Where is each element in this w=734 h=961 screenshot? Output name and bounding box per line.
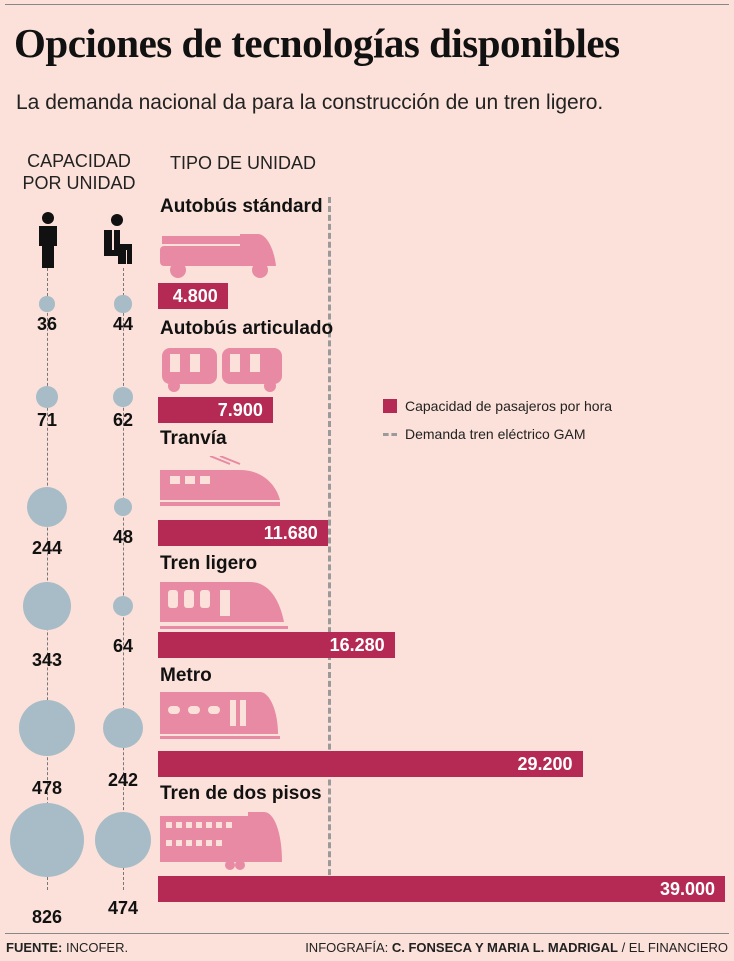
unit-label: Autobús stándard [160,196,323,217]
seated-person-icon [104,214,132,264]
legend-bar-swatch [383,399,397,413]
bar-value-label: 29.200 [517,754,573,774]
unit-label: Metro [160,665,212,686]
seated-capacity-value: 44 [112,314,134,334]
seated-capacity-bubble [112,386,134,408]
standing-guide-line [47,268,48,890]
standing-capacity-value: 478 [31,778,63,799]
seated-capacity-value: 48 [112,526,134,547]
standing-capacity-value: 826 [31,907,63,927]
legend-line-label: Demanda tren eléctrico GAM [405,426,586,442]
unit-label: Tranvía [160,428,227,449]
legend-line: Demanda tren eléctrico GAM [383,426,586,442]
capacity-bar: 16.280 [158,632,395,658]
standing-capacity-value: 36 [36,314,58,334]
unit-label: Tren de dos pisos [160,783,322,804]
tram-icon [160,455,290,521]
capacity-bar: 29.200 [158,751,583,777]
footer-credit: INFOGRAFÍA: C. FONSECA Y MARIA L. MADRIG… [305,940,728,955]
footer-source: FUENTE: INCOFER. [6,940,128,955]
standing-capacity-bubble [39,296,55,312]
unit-label: Tren ligero [160,553,258,574]
seated-capacity-bubble [114,498,132,516]
seated-capacity-value: 64 [112,636,134,657]
seated-capacity-bubble [112,595,134,617]
seated-capacity-value: 62 [112,410,134,430]
page-title: Opciones de tecnologías disponibles [14,20,620,66]
double-decker-train-icon [160,810,290,875]
seated-capacity-bubble [102,707,144,749]
standing-capacity-bubble [10,803,84,877]
top-rule [5,4,729,5]
legend-line-swatch [383,432,397,436]
legend-bar-label: Capacidad de pasajeros por hora [405,398,613,414]
articulated-bus-icon [160,346,290,411]
credit-label: INFOGRAFÍA: [305,940,389,955]
bar-value-label: 11.680 [263,523,318,543]
standing-capacity-value: 71 [36,410,58,430]
type-header: TIPO DE UNIDAD [170,153,317,173]
capacity-header: CAPACIDAD POR UNIDAD [22,151,136,193]
unit-label: Autobús articulado [160,318,334,339]
metro-icon [160,690,290,755]
seated-capacity-value: 242 [107,770,139,791]
seated-capacity-bubble [114,295,132,313]
standing-capacity-value: 343 [31,649,63,670]
seated-capacity-value: 474 [107,898,139,919]
source-text: INCOFER. [65,940,129,955]
bar-value-label: 16.280 [329,635,385,655]
capacity-bar: 4.800 [158,283,228,309]
light-rail-icon [160,580,290,645]
seated-capacity-bubble [94,811,152,869]
demand-line [328,197,332,902]
credit-outlet: / EL FINANCIERO [621,940,728,955]
bar-value-label: 39.000 [659,879,715,899]
standing-person-icon [39,212,57,268]
standing-capacity-bubble [36,386,58,408]
standing-capacity-bubble [23,582,71,630]
legend-bar: Capacidad de pasajeros por hora [383,398,612,414]
capacity-bar: 39.000 [158,876,725,902]
credit-names: C. FONSECA Y MARIA L. MADRIGAL [391,940,618,955]
bus-icon [160,232,290,297]
capacity-bar: 11.680 [158,520,328,546]
footer-rule [5,933,729,934]
standing-capacity-value: 244 [31,538,63,559]
standing-capacity-bubble [18,699,76,757]
subtitle: La demanda nacional da para la construcc… [16,91,604,114]
bar-value-label: 7.900 [217,400,263,420]
standing-capacity-bubble [26,486,68,528]
bar-value-label: 4.800 [172,286,218,306]
seated-guide-line [123,268,124,890]
source-label: FUENTE: [6,940,63,955]
capacity-bar: 7.900 [158,397,273,423]
